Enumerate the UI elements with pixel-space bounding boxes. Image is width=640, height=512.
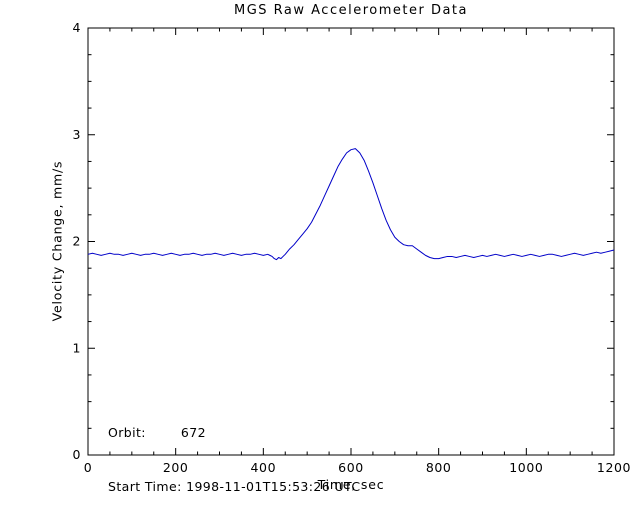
annotation-block: Orbit: 672 Start Time: 1998-11-01T15:53:… (108, 388, 362, 512)
y-tick-label: 1 (72, 340, 81, 355)
data-line-velocity_change (87, 148, 615, 261)
y-tick-label: 0 (72, 447, 81, 462)
y-tick-label: 4 (72, 20, 81, 35)
annotation-start-time: Start Time: 1998-11-01T15:53:26 UTC (108, 479, 361, 494)
y-axis-label: Velocity Change, mm/s (49, 160, 65, 322)
x-tick-label: 200 (163, 460, 189, 475)
chart-title: MGS Raw Accelerometer Data (233, 3, 468, 18)
x-tick-label: 600 (338, 460, 364, 475)
y-tick-label: 3 (72, 127, 81, 142)
x-tick-label: 800 (426, 460, 452, 475)
x-tick-label: 0 (84, 460, 93, 475)
annotation-orbit: Orbit: 672 (108, 425, 206, 440)
y-tick-label: 2 (72, 234, 81, 249)
x-tick-label: 400 (250, 460, 276, 475)
x-axis-label: Time, sec (317, 477, 385, 492)
x-tick-label: 1200 (597, 460, 631, 475)
x-tick-label: 1000 (509, 460, 543, 475)
